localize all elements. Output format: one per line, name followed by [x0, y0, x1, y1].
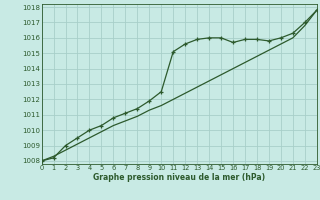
X-axis label: Graphe pression niveau de la mer (hPa): Graphe pression niveau de la mer (hPa) [93, 173, 265, 182]
